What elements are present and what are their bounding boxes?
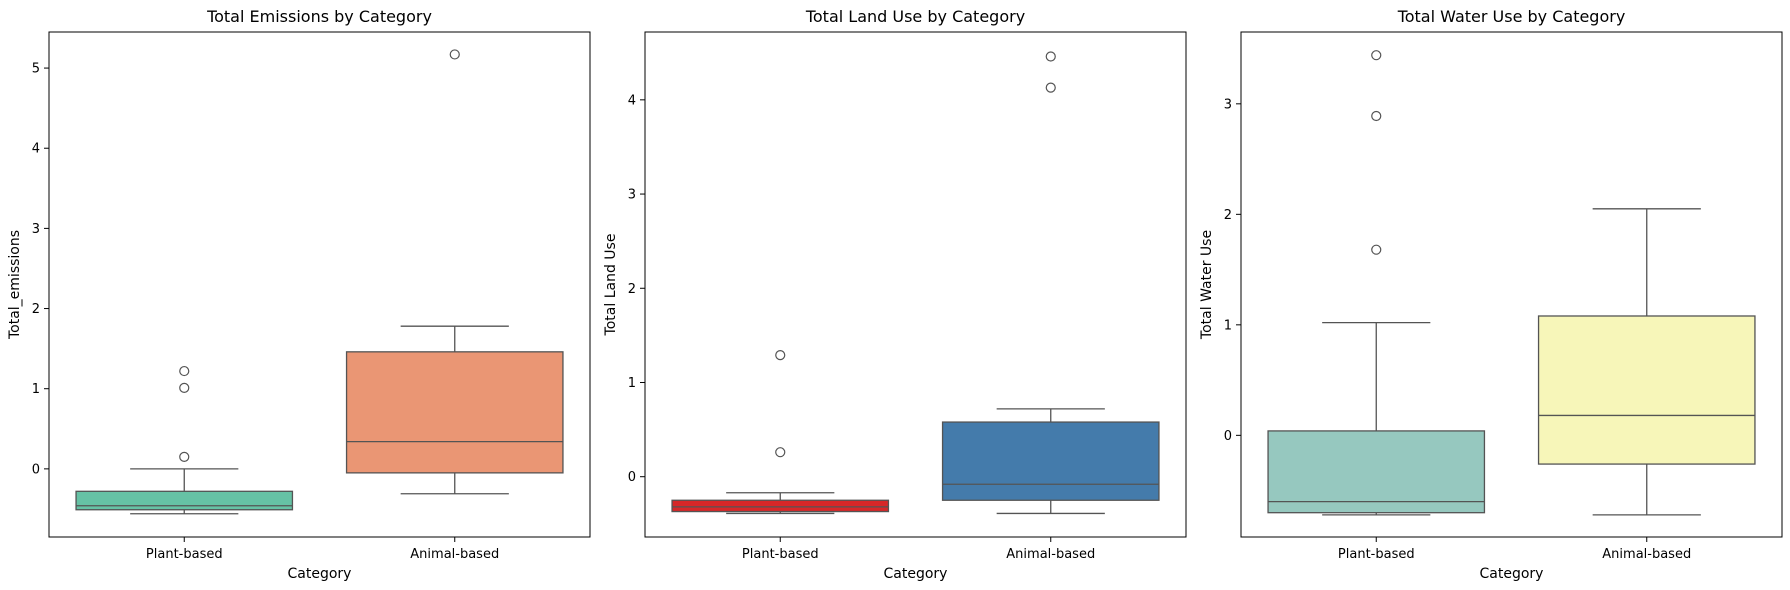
chart-panel-3: Total Water Use by Category 0 1 2 3 Plant-bas… bbox=[1199, 7, 1783, 582]
box-iqr bbox=[345, 351, 564, 474]
outlier-point bbox=[449, 49, 460, 60]
y-tick-label: 1 bbox=[32, 382, 40, 397]
y-axis-label: Total Water Use bbox=[1199, 230, 1215, 340]
x-tick-label: Animal-based bbox=[1006, 547, 1095, 562]
box-plant-based bbox=[1267, 50, 1486, 516]
box-iqr bbox=[1267, 430, 1486, 514]
outlier-point bbox=[1045, 51, 1056, 62]
box-iqr bbox=[941, 421, 1160, 501]
y-tick-label: 0 bbox=[628, 470, 636, 485]
y-tick-label: 1 bbox=[1224, 318, 1232, 333]
box-iqr bbox=[671, 499, 890, 513]
outlier-point bbox=[1371, 50, 1382, 61]
x-tick-label: Animal-based bbox=[410, 547, 499, 562]
chart-title: Total Water Use by Category bbox=[1397, 7, 1626, 26]
outlier-point bbox=[1045, 82, 1056, 93]
y-tick-label: 0 bbox=[1224, 429, 1232, 444]
y-tick-label: 4 bbox=[628, 93, 636, 108]
x-axis-label: Category bbox=[1480, 566, 1544, 582]
box-animal-based bbox=[941, 51, 1160, 515]
box-plant-based bbox=[75, 365, 294, 515]
outlier-point bbox=[179, 451, 190, 462]
outlier-point bbox=[179, 382, 190, 394]
y-tick-label: 1 bbox=[628, 376, 636, 391]
y-axis-label: Total Land Use bbox=[603, 234, 619, 337]
y-tick-label: 3 bbox=[628, 188, 636, 203]
box-animal-based bbox=[1537, 208, 1756, 516]
chart-panel-2: Total Land Use by Category 0 1 2 3 4 Plant-bas… bbox=[603, 7, 1187, 582]
x-axis-label: Category bbox=[288, 566, 352, 582]
box-iqr bbox=[1537, 315, 1756, 465]
box-iqr bbox=[75, 490, 294, 511]
outlier-point bbox=[1371, 110, 1382, 122]
y-axis-label: Total_emissions bbox=[7, 230, 23, 340]
plot-frame bbox=[1240, 31, 1783, 538]
y-tick-label: 4 bbox=[32, 142, 40, 157]
y-tick-label: 2 bbox=[1224, 208, 1232, 223]
x-tick-label: Plant-based bbox=[146, 547, 223, 562]
y-tick-label: 3 bbox=[32, 222, 40, 237]
y-tick-label: 0 bbox=[32, 462, 40, 477]
plot-frame bbox=[48, 31, 591, 538]
x-tick-label: Plant-based bbox=[1338, 547, 1415, 562]
chart-title: Total Emissions by Category bbox=[206, 7, 432, 26]
y-tick-label: 2 bbox=[628, 282, 636, 297]
chart-title: Total Land Use by Category bbox=[805, 7, 1025, 26]
chart-panel-1: Total Emissions by Category 0 1 2 3 4 5 Plant-b… bbox=[7, 7, 591, 582]
outlier-point bbox=[179, 365, 190, 377]
outlier-point bbox=[775, 447, 786, 458]
box-plant-based bbox=[671, 350, 890, 515]
x-tick-label: Plant-based bbox=[742, 547, 819, 562]
plot-frame bbox=[644, 31, 1187, 538]
y-tick-label: 5 bbox=[32, 62, 40, 77]
outlier-point bbox=[775, 350, 786, 361]
outlier-point bbox=[1371, 244, 1382, 255]
y-tick-label: 3 bbox=[1224, 97, 1232, 112]
y-tick-label: 2 bbox=[32, 302, 40, 317]
box-animal-based bbox=[345, 49, 564, 495]
x-tick-label: Animal-based bbox=[1602, 547, 1691, 562]
x-axis-label: Category bbox=[884, 566, 948, 582]
